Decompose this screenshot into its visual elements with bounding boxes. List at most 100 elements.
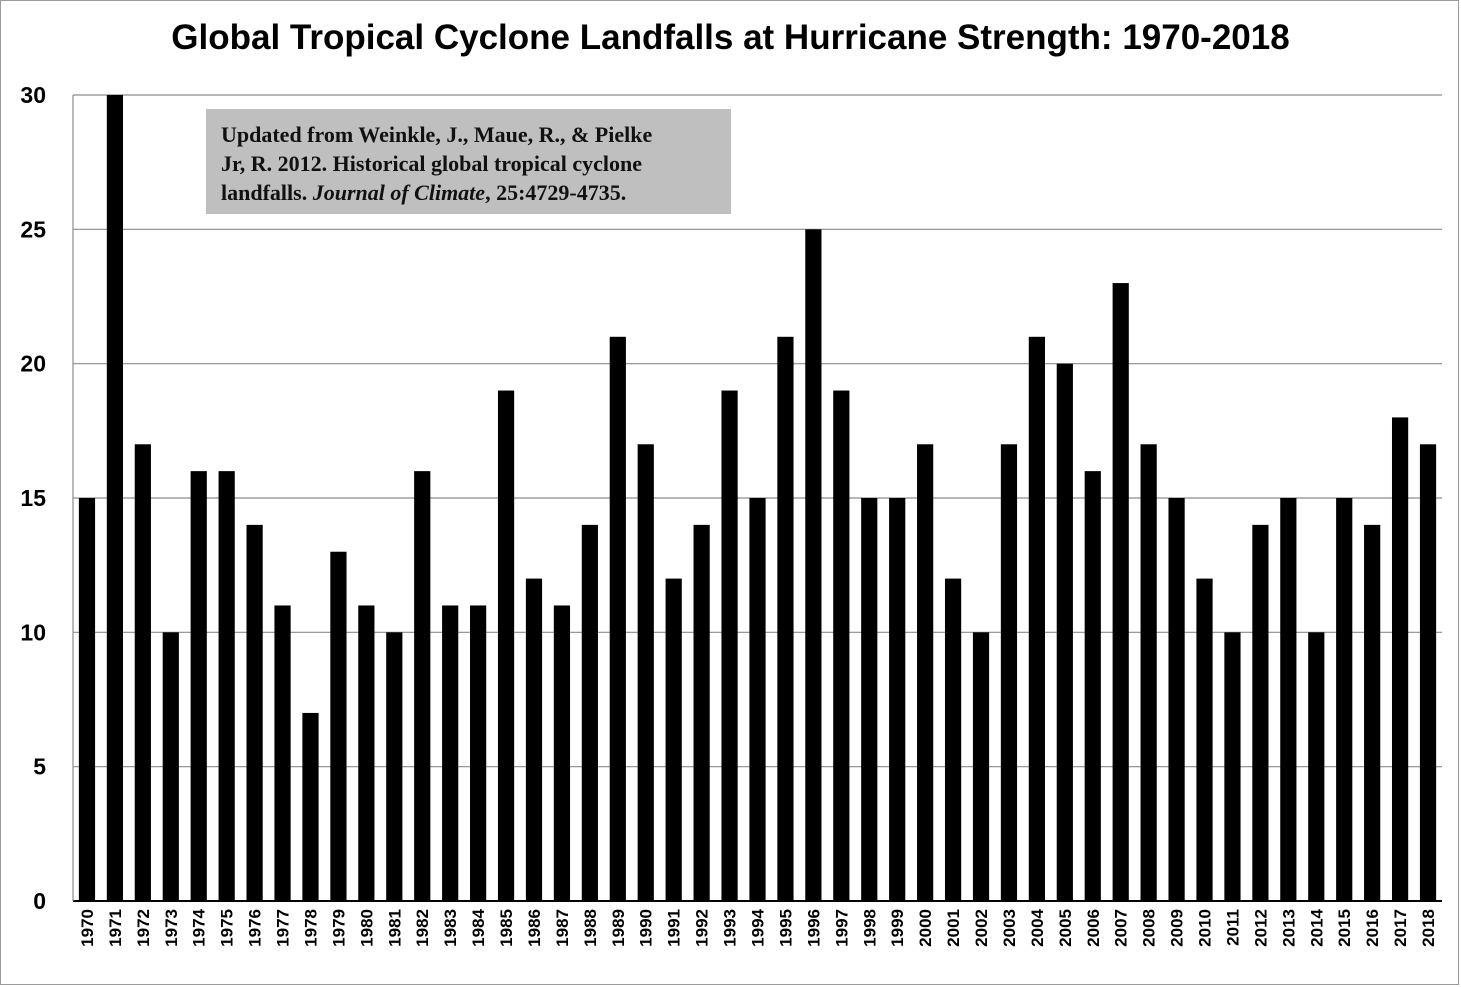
bar-1977 xyxy=(274,605,291,901)
bar-1996 xyxy=(805,229,822,902)
x-tick-label: 2013 xyxy=(1279,909,1298,947)
bar-1994 xyxy=(749,498,766,901)
x-tick-label: 1974 xyxy=(190,908,209,946)
bar-1983 xyxy=(442,605,459,901)
x-tick-label: 1977 xyxy=(274,909,293,947)
bar-1978 xyxy=(302,712,319,901)
x-tick-label: 1991 xyxy=(665,909,684,947)
bar-2001 xyxy=(944,578,962,901)
bar-2017 xyxy=(1391,417,1409,901)
x-tick-label: 2014 xyxy=(1307,908,1326,946)
x-tick-label: 1979 xyxy=(329,909,348,947)
bar-1979 xyxy=(330,551,347,901)
bar-1990 xyxy=(637,444,654,901)
bar-1980 xyxy=(358,605,375,901)
x-axis-ticks: 1970 1971 1972 1973 1974 1975 1976 1977 1978 1979… xyxy=(78,908,1438,946)
bar-2010 xyxy=(1196,578,1213,901)
bar-1976 xyxy=(246,524,263,901)
bar-2012 xyxy=(1252,524,1269,901)
x-tick-label: 1992 xyxy=(693,909,712,947)
bar-1971 xyxy=(106,95,124,901)
x-tick-label: 2005 xyxy=(1056,909,1075,947)
y-tick-label: 30 xyxy=(20,82,46,108)
x-tick-label: 1999 xyxy=(888,909,907,947)
x-tick-label: 2007 xyxy=(1112,909,1131,947)
x-tick-label: 2008 xyxy=(1140,909,1159,947)
x-tick-label: 2009 xyxy=(1168,909,1187,947)
bar-1993 xyxy=(721,390,738,901)
bar-1988 xyxy=(581,524,598,901)
x-tick-label: 2012 xyxy=(1251,909,1270,947)
bar-2014 xyxy=(1308,632,1325,901)
y-tick-label: 10 xyxy=(20,619,46,645)
x-tick-label: 1994 xyxy=(749,908,768,946)
x-tick-label: 1975 xyxy=(218,909,237,947)
bar-2002 xyxy=(972,632,990,901)
bar-1972 xyxy=(134,444,151,901)
x-tick-label: 2017 xyxy=(1391,909,1410,947)
bar-2004 xyxy=(1028,336,1045,901)
y-tick-label: 5 xyxy=(33,754,46,780)
bars xyxy=(78,95,1437,902)
x-tick-label: 2006 xyxy=(1084,909,1103,947)
y-tick-label: 0 xyxy=(33,888,46,914)
y-tick-label: 20 xyxy=(20,351,46,377)
bar-2011 xyxy=(1224,632,1241,901)
y-axis-ticks: 0 5 10 15 20 25 30 xyxy=(20,82,46,914)
bar-2005 xyxy=(1056,363,1073,902)
x-tick-label: 1988 xyxy=(581,909,600,947)
x-tick-label: 1971 xyxy=(106,909,125,947)
bar-2018 xyxy=(1419,444,1437,901)
x-tick-label: 2000 xyxy=(916,909,935,947)
x-tick-label: 1997 xyxy=(832,909,851,947)
citation-line-1: Updated from Weinkle, J., Maue, R., & Pi… xyxy=(221,122,653,147)
bar-1982 xyxy=(414,471,431,901)
bar-1987 xyxy=(553,605,571,901)
x-tick-label: 2004 xyxy=(1028,908,1047,946)
bar-1975 xyxy=(218,471,235,901)
x-tick-label: 1987 xyxy=(553,909,572,947)
x-tick-label: 1995 xyxy=(776,909,795,947)
chart-title: Global Tropical Cyclone Landfalls at Hur… xyxy=(171,18,1290,57)
x-tick-label: 2016 xyxy=(1363,909,1382,947)
bar-1999 xyxy=(889,498,906,901)
citation-line-2: Jr, R. 2012. Historical global tropical … xyxy=(221,151,643,176)
x-tick-label: 2015 xyxy=(1335,909,1354,947)
x-tick-label: 1973 xyxy=(162,909,181,947)
bar-1984 xyxy=(470,605,487,901)
bar-2003 xyxy=(1000,444,1018,901)
x-tick-label: 1998 xyxy=(860,909,879,947)
x-tick-label: 2003 xyxy=(1000,909,1019,947)
x-tick-label: 1996 xyxy=(804,909,823,947)
x-tick-label: 1989 xyxy=(609,909,628,947)
x-tick-label: 1990 xyxy=(637,909,656,947)
bar-2015 xyxy=(1336,498,1353,901)
bar-2006 xyxy=(1084,471,1101,901)
bar-1981 xyxy=(386,632,403,901)
bar-1998 xyxy=(861,498,878,901)
bar-2009 xyxy=(1168,498,1185,901)
x-tick-label: 1978 xyxy=(301,909,320,947)
citation-line-3-prefix: landfalls. xyxy=(221,180,313,205)
bar-1992 xyxy=(693,524,710,901)
bar-1995 xyxy=(777,336,794,901)
bar-1997 xyxy=(833,390,850,901)
bar-2013 xyxy=(1280,498,1297,901)
x-tick-label: 1985 xyxy=(497,909,516,947)
x-tick-label: 2001 xyxy=(944,909,963,947)
bar-2008 xyxy=(1140,444,1157,901)
y-tick-label: 15 xyxy=(20,485,46,511)
x-tick-label: 1986 xyxy=(525,909,544,947)
bar-2000 xyxy=(917,444,934,901)
x-tick-label: 1972 xyxy=(134,909,153,947)
x-tick-label: 1980 xyxy=(357,909,376,947)
x-tick-label: 1983 xyxy=(441,909,460,947)
bar-2016 xyxy=(1364,524,1381,901)
x-tick-label: 2018 xyxy=(1419,909,1438,947)
x-tick-label: 1970 xyxy=(78,909,97,947)
x-tick-label: 2010 xyxy=(1196,909,1215,947)
x-tick-label: 2011 xyxy=(1223,909,1242,946)
x-tick-label: 1984 xyxy=(469,908,488,946)
bar-1989 xyxy=(609,336,626,901)
